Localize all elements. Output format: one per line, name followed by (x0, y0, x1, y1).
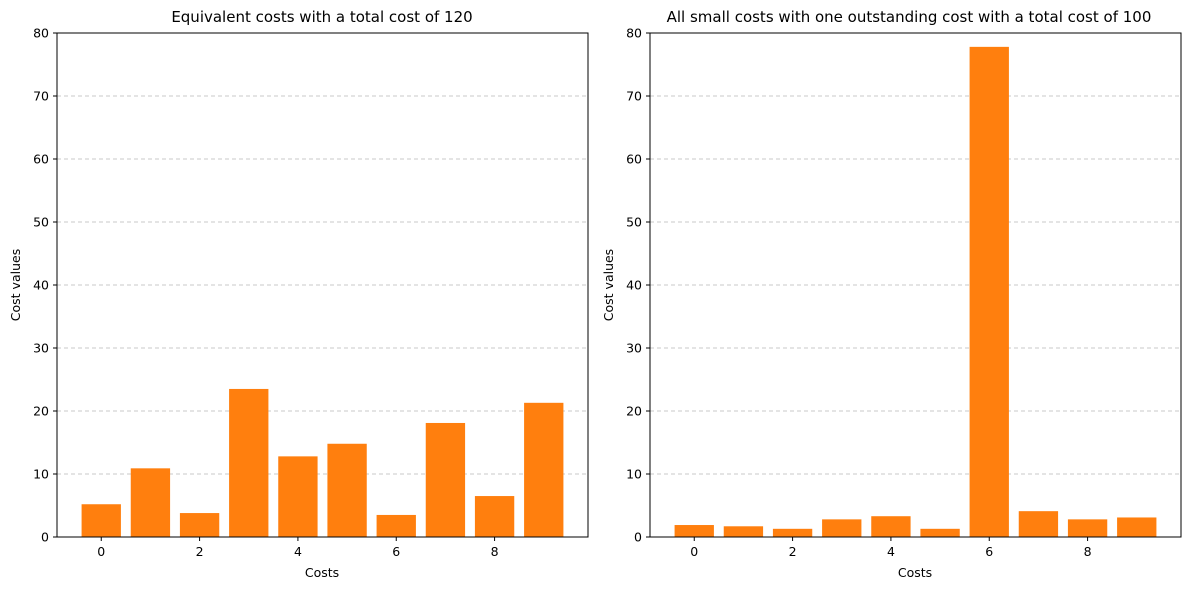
y-tick-label: 0 (634, 530, 642, 545)
bar (723, 526, 764, 537)
y-axis-label: Cost values (8, 249, 23, 321)
x-tick-label: 4 (887, 544, 895, 559)
bar (425, 422, 466, 537)
x-tick-label: 8 (491, 544, 499, 559)
bar (474, 496, 515, 537)
bar (1067, 519, 1108, 537)
bar (674, 525, 714, 537)
x-tick-label: 0 (97, 544, 105, 559)
x-tick-label: 2 (196, 544, 204, 559)
bars (674, 46, 1157, 538)
x-axis-ticks: 0 2 4 6 8 (97, 537, 499, 559)
y-tick-label: 80 (33, 26, 49, 41)
y-tick-label: 80 (626, 26, 642, 41)
x-tick-label: 6 (392, 544, 400, 559)
y-tick-label: 10 (33, 467, 49, 482)
bar (524, 402, 564, 537)
y-axis-ticks: 0 10 20 30 40 50 60 70 80 (33, 26, 57, 545)
y-tick-label: 20 (626, 404, 642, 419)
y-tick-label: 70 (626, 89, 642, 104)
bar (920, 528, 960, 537)
chart-panel-left: Equivalent costs with a total cost of 12… (8, 8, 589, 580)
x-axis-label: Costs (305, 565, 339, 580)
y-tick-label: 70 (33, 89, 49, 104)
y-tick-label: 20 (33, 404, 49, 419)
y-tick-label: 0 (41, 530, 49, 545)
y-tick-label: 30 (626, 341, 642, 356)
y-tick-label: 50 (33, 215, 49, 230)
chart-title: All small costs with one outstanding cos… (667, 8, 1152, 26)
x-tick-label: 8 (1084, 544, 1092, 559)
y-tick-label: 40 (626, 278, 642, 293)
bar (871, 516, 911, 537)
bar (327, 443, 367, 537)
grid-lines (650, 95, 1181, 475)
bar (772, 528, 813, 537)
y-axis-label: Cost values (601, 249, 616, 321)
bars (81, 388, 564, 537)
bar (179, 513, 220, 537)
x-tick-label: 2 (789, 544, 797, 559)
x-tick-label: 6 (985, 544, 993, 559)
y-tick-label: 60 (626, 152, 642, 167)
bar (1018, 511, 1059, 537)
grid-lines (57, 95, 588, 475)
bar (81, 504, 121, 537)
x-axis-ticks: 0 2 4 6 8 (690, 537, 1092, 559)
y-axis-ticks: 0 10 20 30 40 50 60 70 80 (626, 26, 650, 545)
y-tick-label: 30 (33, 341, 49, 356)
bar (969, 46, 1009, 538)
bar (376, 514, 416, 537)
x-tick-label: 0 (690, 544, 698, 559)
y-tick-label: 10 (626, 467, 642, 482)
bar (229, 388, 269, 537)
bar (130, 468, 171, 537)
bar (822, 519, 862, 537)
x-axis-label: Costs (898, 565, 932, 580)
chart-panel-right: All small costs with one outstanding cos… (601, 8, 1182, 580)
y-tick-label: 40 (33, 278, 49, 293)
y-tick-label: 50 (626, 215, 642, 230)
y-tick-label: 60 (33, 152, 49, 167)
chart-title: Equivalent costs with a total cost of 12… (171, 8, 472, 26)
bar (278, 456, 318, 537)
bar (1117, 517, 1157, 537)
x-tick-label: 4 (294, 544, 302, 559)
